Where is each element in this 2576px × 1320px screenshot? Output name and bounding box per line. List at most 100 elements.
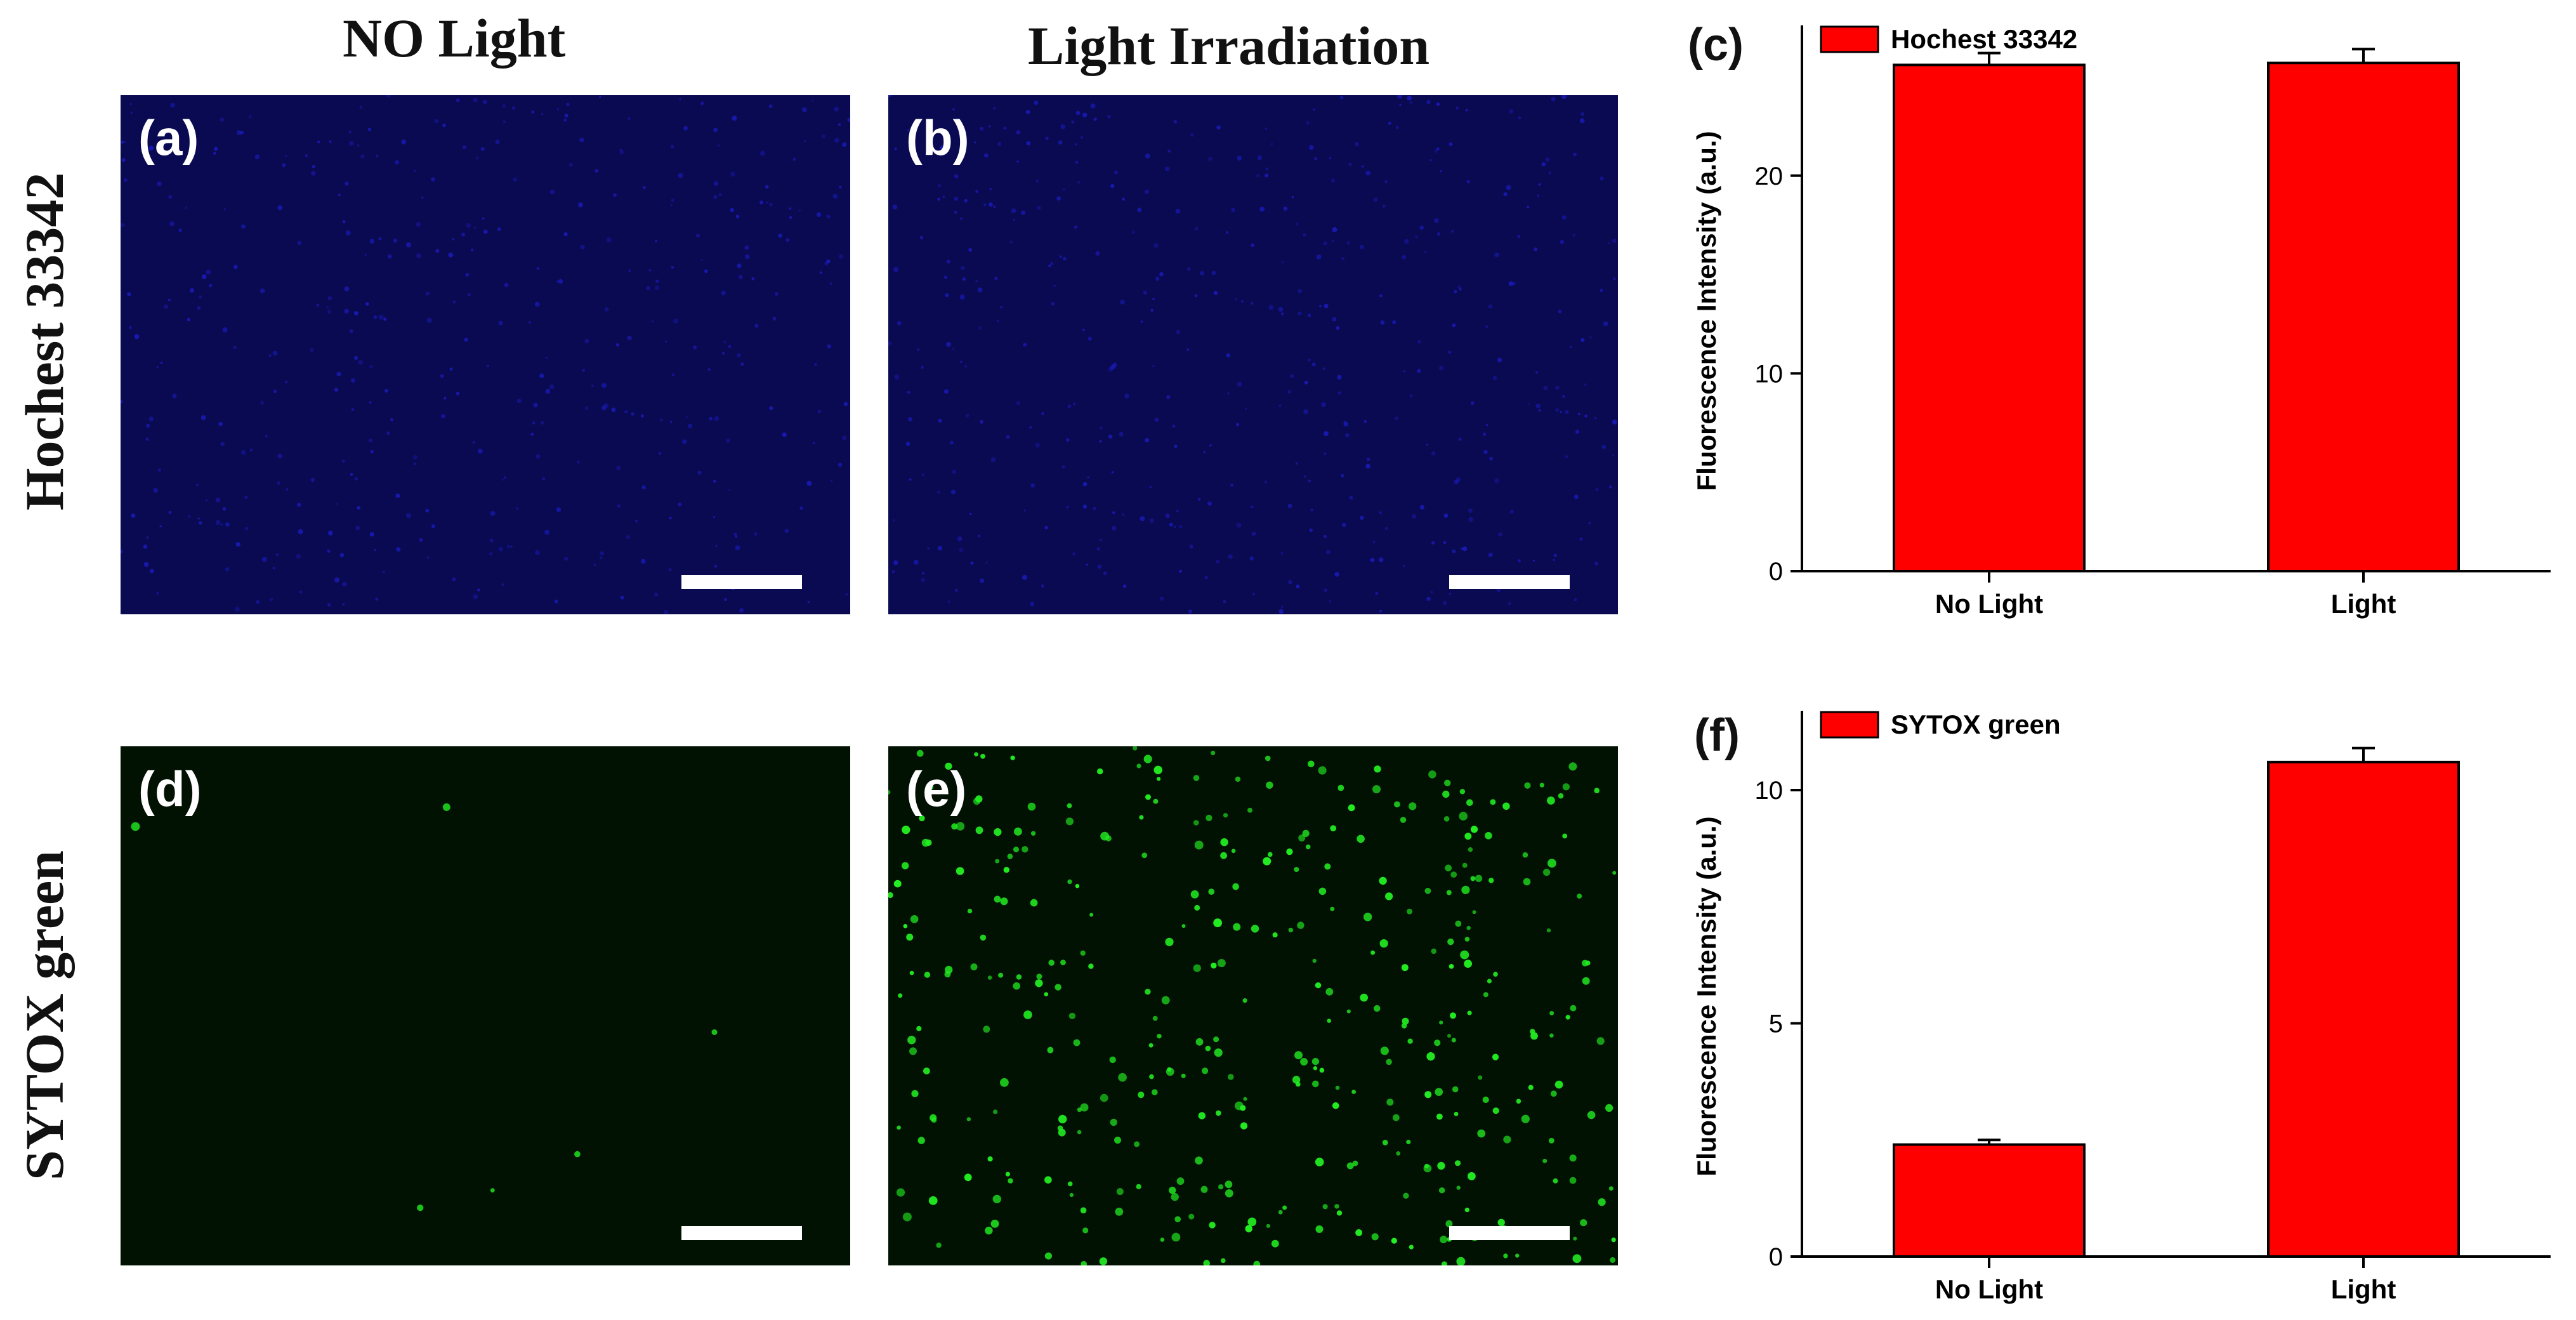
cell-dot bbox=[240, 450, 246, 455]
cell-dot bbox=[1048, 960, 1055, 966]
cell-dot bbox=[891, 570, 895, 574]
cell-dot bbox=[959, 548, 964, 552]
cell-dot bbox=[187, 317, 190, 322]
cell-dot bbox=[431, 177, 435, 182]
cell-dot bbox=[1058, 1114, 1067, 1124]
cell-dot bbox=[1145, 189, 1149, 194]
cell-dot bbox=[1355, 142, 1359, 147]
cell-dot bbox=[503, 121, 506, 123]
cell-dot bbox=[1171, 1232, 1181, 1242]
cell-dot bbox=[149, 569, 154, 574]
cell-dot bbox=[938, 418, 942, 423]
cell-dot bbox=[1372, 541, 1376, 544]
cell-dot bbox=[452, 577, 456, 582]
cell-dot bbox=[1396, 1151, 1401, 1156]
cell-dot bbox=[1569, 1154, 1577, 1162]
cell-dot bbox=[1145, 794, 1151, 800]
cell-dot bbox=[1497, 1218, 1505, 1226]
cell-dot bbox=[888, 95, 892, 98]
cell-dot bbox=[1013, 218, 1016, 221]
cell-dot bbox=[1311, 362, 1316, 367]
cell-dot bbox=[513, 177, 517, 182]
cell-dot bbox=[185, 206, 188, 209]
cell-dot bbox=[1140, 320, 1143, 324]
cell-dot bbox=[1107, 115, 1111, 119]
cell-dot bbox=[682, 439, 687, 444]
cell-dot bbox=[1211, 270, 1216, 275]
cell-dot bbox=[1194, 904, 1200, 911]
cell-dot bbox=[1136, 763, 1141, 769]
cell-dot bbox=[713, 128, 718, 133]
cell-dot bbox=[768, 104, 773, 109]
cell-dot bbox=[1431, 541, 1435, 545]
chart-panel-label-c: (c) bbox=[1688, 20, 1744, 70]
cell-dot bbox=[542, 477, 546, 480]
cell-dot bbox=[544, 529, 549, 535]
cell-dot bbox=[448, 252, 454, 258]
cell-dot bbox=[970, 561, 974, 565]
cell-dot bbox=[1165, 513, 1170, 518]
cell-dot bbox=[1496, 588, 1501, 593]
cell-dot bbox=[1553, 558, 1555, 562]
cell-dot bbox=[700, 259, 703, 261]
cell-dot bbox=[1145, 989, 1151, 995]
cell-dot bbox=[1256, 174, 1260, 178]
cell-dot bbox=[477, 588, 480, 591]
cell-dot bbox=[1460, 950, 1469, 960]
cell-dot bbox=[1136, 1184, 1141, 1189]
cell-dot bbox=[1382, 1140, 1388, 1145]
cell-dot bbox=[1517, 234, 1521, 239]
cell-dot bbox=[993, 1109, 998, 1114]
cell-dot bbox=[1268, 305, 1274, 310]
cell-dot bbox=[1067, 803, 1072, 808]
cell-dot bbox=[1535, 404, 1541, 409]
cell-dot bbox=[272, 567, 275, 570]
cell-dot bbox=[685, 416, 688, 418]
cell-dot bbox=[1309, 145, 1314, 150]
cell-dot bbox=[530, 432, 534, 436]
cell-dot bbox=[619, 148, 622, 152]
cell-dot bbox=[678, 173, 683, 178]
cell-dot bbox=[1110, 183, 1115, 188]
cell-dot bbox=[671, 266, 674, 269]
cell-dot bbox=[584, 339, 589, 343]
cell-dot bbox=[1575, 430, 1580, 434]
cell-dot bbox=[353, 311, 358, 315]
cell-dot bbox=[1370, 950, 1376, 955]
y-tick-label: 10 bbox=[1755, 777, 1784, 805]
cell-dot bbox=[721, 290, 726, 296]
cell-dot bbox=[1503, 192, 1508, 197]
cell-dot bbox=[1452, 323, 1456, 327]
cell-dot bbox=[1217, 959, 1226, 968]
legend-swatch bbox=[1820, 25, 1879, 53]
cell-dot bbox=[498, 546, 503, 551]
cell-dot bbox=[821, 134, 826, 138]
cell-dot bbox=[1152, 1015, 1158, 1021]
cell-dot bbox=[1312, 958, 1317, 963]
cell-dot bbox=[1161, 996, 1170, 1005]
cell-dot bbox=[1407, 95, 1412, 101]
cell-dot bbox=[1171, 1192, 1179, 1201]
cell-dot bbox=[1572, 1254, 1582, 1264]
panel-label-b: (b) bbox=[906, 110, 969, 166]
cell-dot bbox=[641, 558, 646, 564]
cell-dot bbox=[1517, 559, 1521, 563]
cell-dot bbox=[148, 145, 154, 151]
micrograph-e-dots bbox=[888, 746, 1617, 1265]
cell-dot bbox=[1013, 982, 1020, 990]
cell-dot bbox=[498, 320, 503, 326]
cell-dot bbox=[966, 1117, 971, 1121]
cell-dot bbox=[374, 549, 376, 551]
cell-dot bbox=[1071, 120, 1075, 124]
cell-dot bbox=[1195, 1038, 1204, 1046]
cell-dot bbox=[1114, 170, 1118, 175]
cell-dot bbox=[1203, 1260, 1210, 1265]
cell-dot bbox=[1030, 899, 1038, 907]
cell-dot bbox=[1271, 143, 1273, 145]
cell-dot bbox=[816, 212, 822, 217]
cell-dot bbox=[1245, 1225, 1252, 1232]
cell-dot bbox=[937, 183, 942, 188]
cell-dot bbox=[1323, 534, 1327, 539]
cell-dot bbox=[482, 100, 487, 105]
cell-dot bbox=[620, 595, 624, 600]
